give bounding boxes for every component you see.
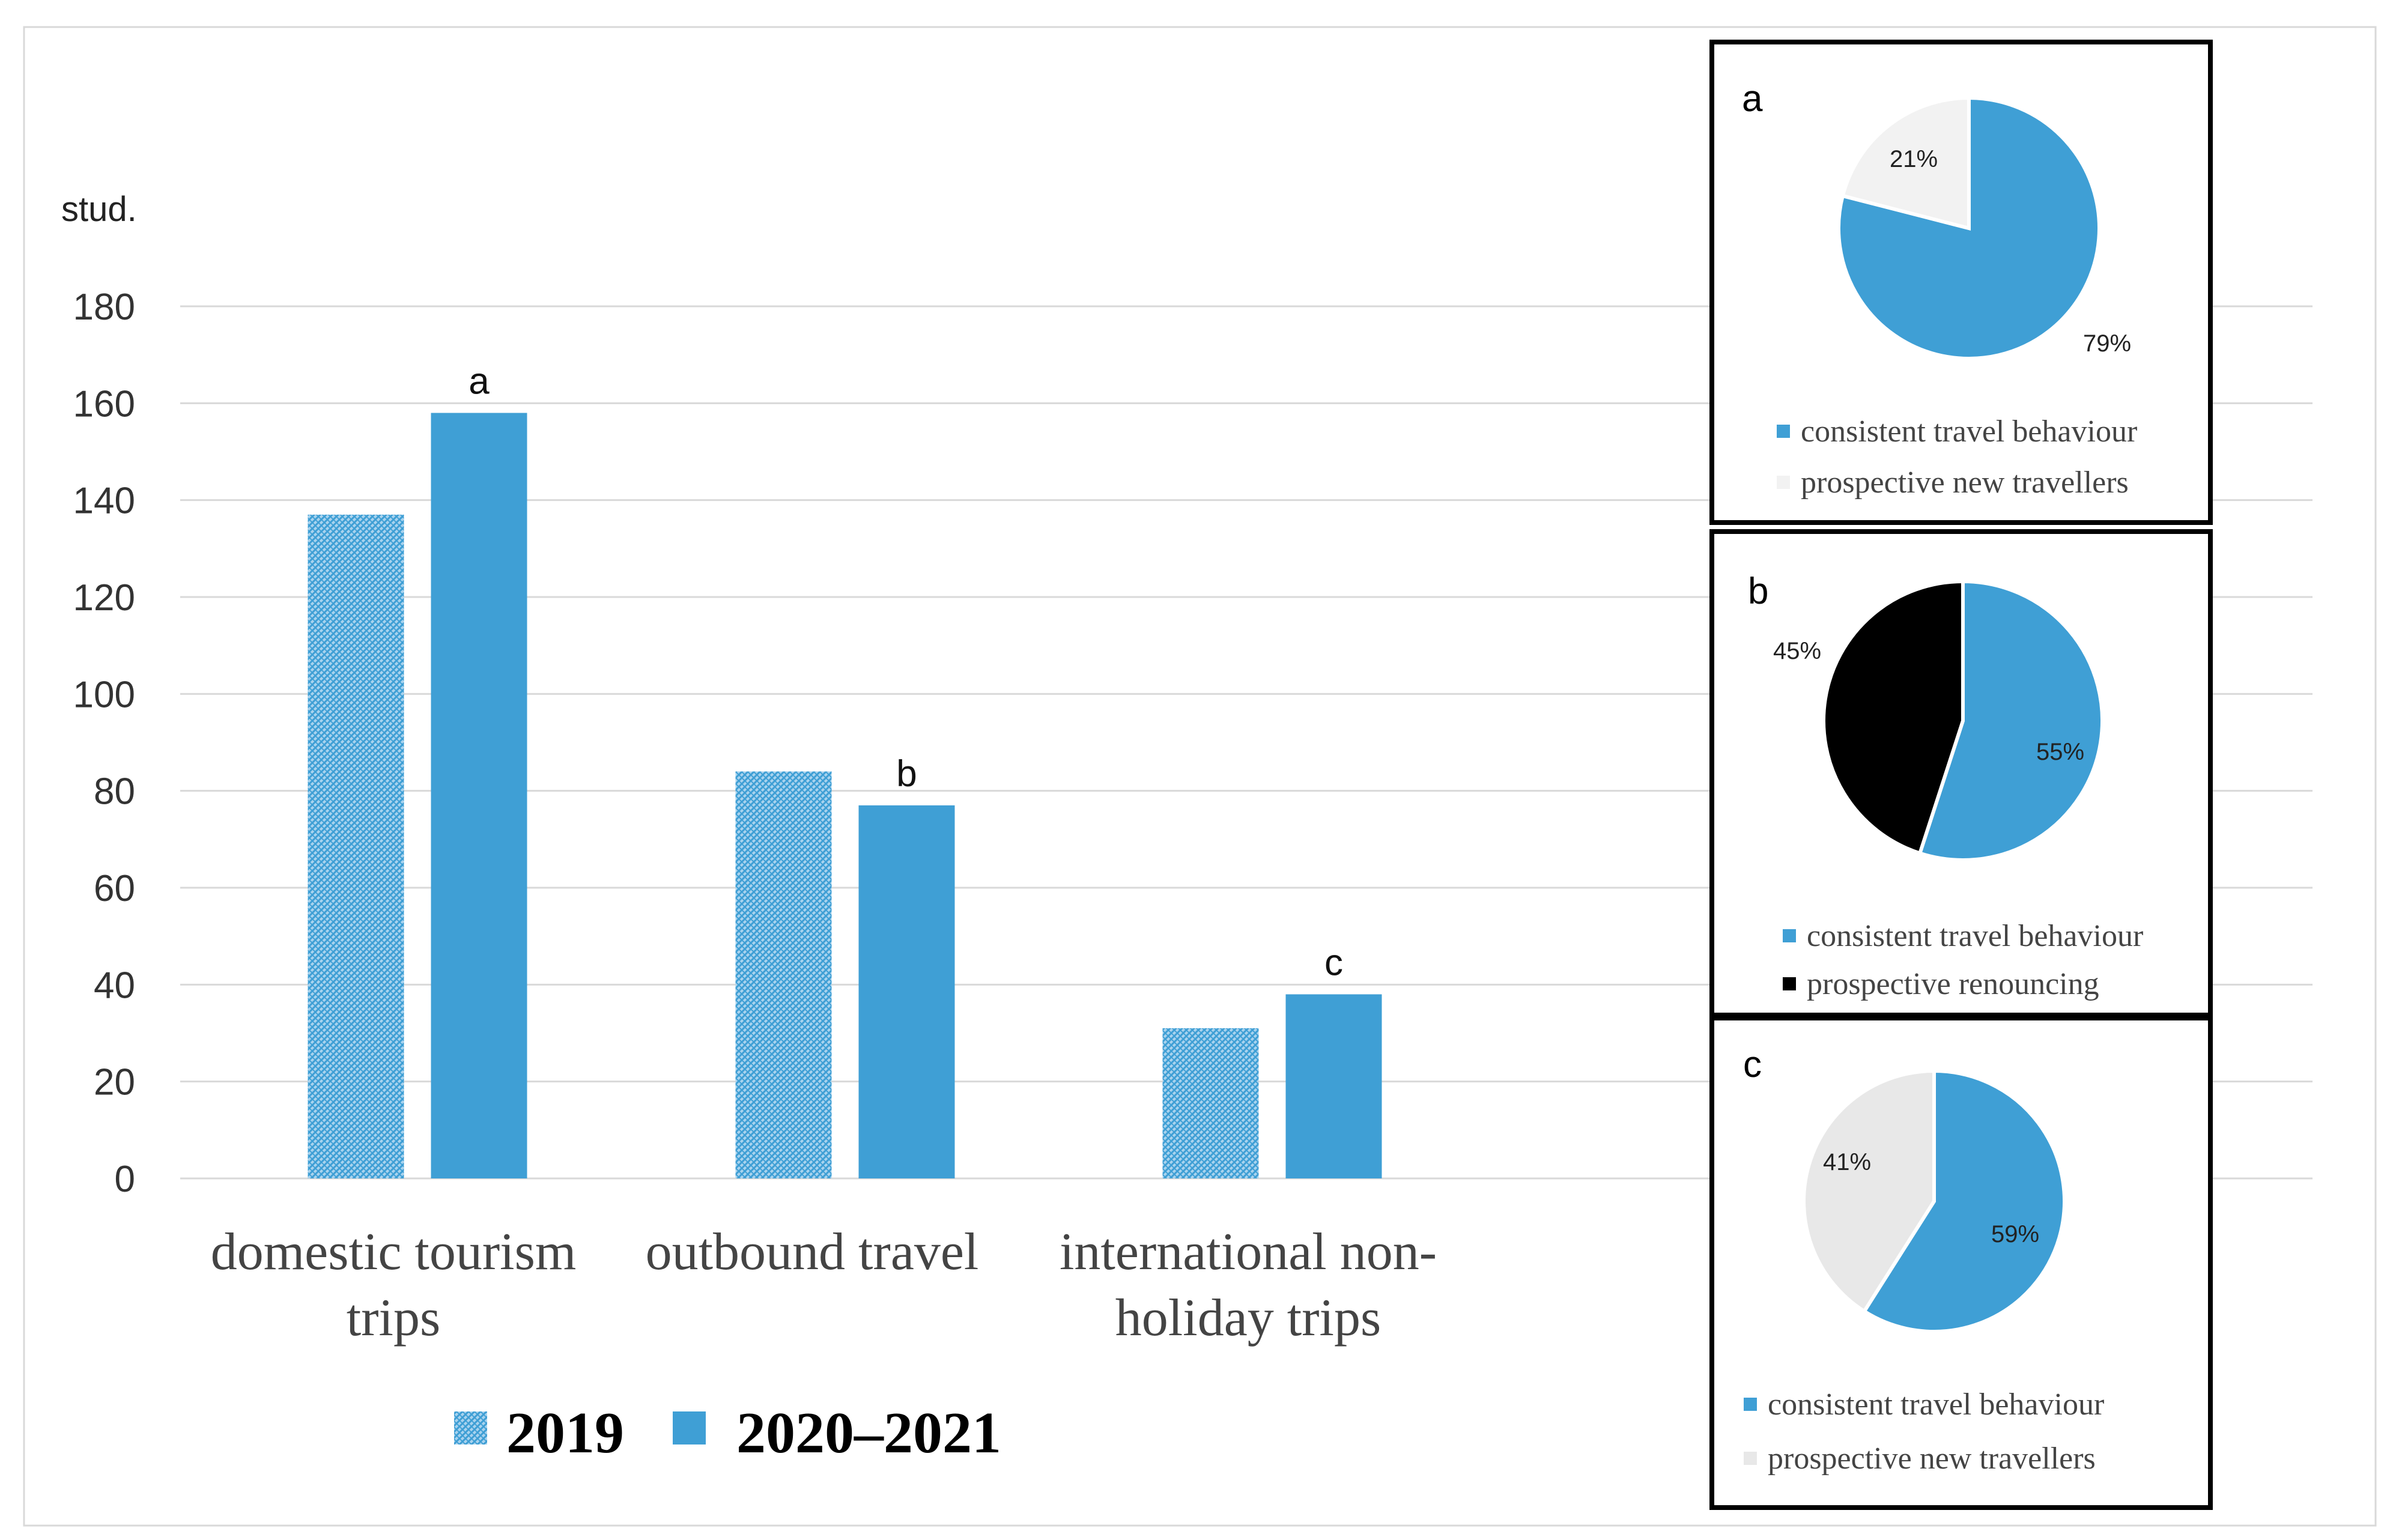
legend-swatch [1744,1398,1757,1411]
pie-slice-0 [1861,1069,2067,1333]
y-tick-label: 40 [94,965,135,1006]
chart-frame [23,26,2377,1527]
y-tick-label: 20 [94,1062,135,1103]
legend-label: consistent travel behaviour [1768,1387,2104,1422]
x-tick-label: outbound travel [646,1223,979,1281]
legend-label: 2020–2021 [736,1401,1001,1466]
y-axis: 0 20 40 60 80 100 120 140 160 180 [73,286,135,1200]
y-tick-label: 180 [73,286,135,328]
x-tick-label: domestic tourism [211,1223,577,1281]
legend: 2019 2020–2021 [454,1401,1001,1466]
x-axis: domestic tourism trips outbound travel inte… [211,1223,1437,1347]
bar-2020–2021-2 [1285,994,1382,1178]
legend-label: prospective new travellers [1768,1441,2096,1476]
pie-panel-b: b 55% consistent travel behaviour 45% prospe… [1709,529,2213,1017]
pie-slice-label: 79% [2083,330,2131,357]
pie-panel-a: a 79% consistent travel behaviour 21% prospe… [1709,40,2213,525]
pie-panel-c: c 59% consistent travel behaviour 41% prospe… [1709,1016,2213,1510]
bar-annotation: c [1324,942,1343,983]
pie-slice-1 [1802,1069,1936,1314]
y-axis-label: stud. [61,190,137,229]
bar-2020–2021-1 [858,805,955,1178]
y-tick-label: 60 [94,868,135,909]
bar-annotation: a [469,360,490,402]
panel-label: b [1748,571,1768,612]
legend-label: consistent travel behaviour [1801,414,2137,449]
y-tick-label: 120 [73,577,135,619]
legend-swatch [1777,425,1790,438]
pie-slice-1 [1840,95,1971,231]
panel-label: c [1743,1044,1762,1085]
legend-swatch [1744,1452,1757,1465]
legend-label: prospective new travellers [1801,465,2129,500]
pie-slice-label: 21% [1890,146,1938,172]
y-tick-label: 80 [94,771,135,813]
legend-label: 2019 [506,1401,624,1466]
y-tick-label: 100 [73,674,135,715]
legend-swatch [1777,476,1790,489]
bars [308,413,1382,1178]
bar-2019-0 [308,514,404,1178]
pie-slice-label: 45% [1773,638,1821,664]
x-tick-label: international non- [1060,1223,1437,1281]
y-tick-label: 0 [115,1159,135,1200]
panel-label: a [1742,78,1763,120]
pie-slice-label: 55% [2036,739,2084,765]
legend-label: prospective renouncing [1807,967,2099,1001]
pie-slice-0 [1917,579,2104,862]
legend-swatch-2019 [454,1411,487,1445]
pie-slice-label: 41% [1823,1149,1871,1175]
legend-swatch [1783,929,1796,942]
pie-slice-1 [1821,579,1965,856]
y-tick-label: 140 [73,480,135,522]
legend-swatch [1783,977,1796,990]
bar-annotation: b [896,753,917,795]
bar-2020–2021-0 [431,413,527,1178]
y-tick-label: 160 [73,383,135,425]
legend-label: consistent travel behaviour [1807,919,2143,953]
bar-annotations: a b c [469,360,1343,983]
pie-slice-label: 59% [1991,1221,2039,1247]
legend-swatch-2020-2021 [673,1411,706,1445]
bar-2019-1 [735,771,832,1178]
pie-panels: a 79% consistent travel behaviour 21% prospe… [1709,40,2213,1510]
x-tick-label: trips [347,1289,440,1347]
bar-2019-2 [1162,1028,1259,1178]
x-tick-label: holiday trips [1115,1289,1381,1347]
